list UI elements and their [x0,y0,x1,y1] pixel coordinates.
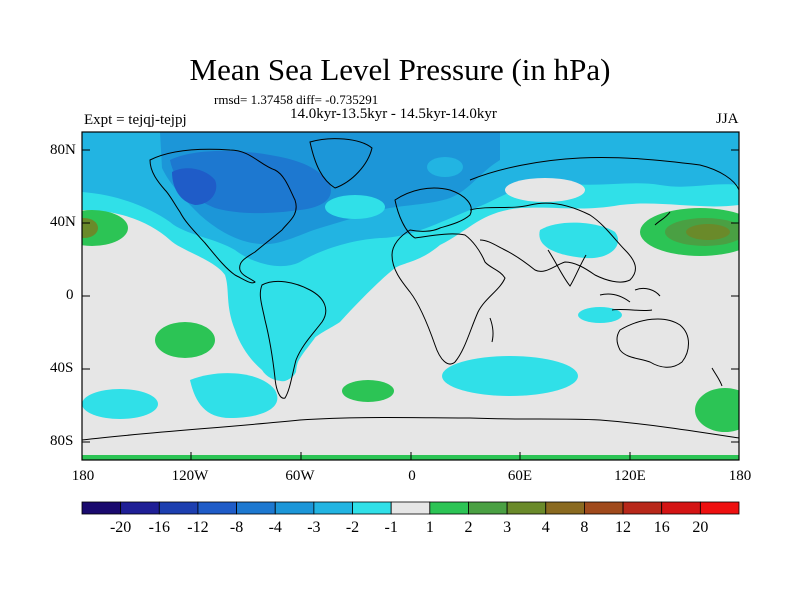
indian-ocean-cyan-patch [578,307,622,323]
colorbar-label: -16 [148,519,170,536]
south-pacific-cyan [190,373,278,418]
asia-neutral-bubble [505,178,585,202]
colorbar [81,501,740,515]
atlantic-cyan-bubble [325,195,385,219]
colorbar-box [352,501,392,515]
coastlines [82,138,739,441]
lat-label-80s: 80S [50,433,74,449]
colorbar-box [313,501,353,515]
period-line: 14.0kyr-13.5kyr - 14.5kyr-14.0kyr [290,106,497,122]
south-atlantic-green [342,380,394,402]
lon-label-60e: 60E [507,468,533,484]
colorbar-box [274,501,315,515]
colorbar-box [584,501,624,515]
lat-label-0: 0 [66,287,74,303]
ne-pacific-green-high [82,210,128,246]
colorbar-label: 16 [653,519,670,536]
colorbar-label: -20 [109,519,132,536]
colorbar-box [506,501,547,515]
lon-label-180e: 180 [728,468,752,484]
colorbar-box [197,501,237,515]
southeast-green [695,388,739,432]
stats-line: rmsd= 1.37458 diff= -0.735291 [214,92,379,107]
southwest-cyan [82,389,158,419]
colorbar-label: 20 [692,519,709,536]
colorbar-label: -4 [268,519,282,536]
colorbar-label: 12 [615,519,632,536]
colorbar-box [81,501,122,515]
colorbar-label: -12 [187,519,209,536]
colorbar-label: -3 [307,519,321,536]
colorbar-box [661,501,701,515]
colorbar-box [236,501,276,515]
south-indian-cyan [442,356,578,396]
colorbar-label: -8 [229,519,244,536]
season-label: JJA [716,111,739,127]
colorbar-box [429,501,469,515]
colorbar-box [468,501,508,515]
south-america-cyan [270,289,322,382]
lon-label-120w: 120W [171,468,209,484]
lon-label-0: 0 [408,468,416,484]
colorbar-box [622,501,663,515]
map-panel [82,132,739,460]
asia-cyan-blob [539,222,619,259]
nw-pacific-olive-core [686,224,730,240]
colorbar-box [390,501,431,515]
colorbar-label: 4 [541,519,550,536]
lat-label-40n: 40N [50,214,76,230]
north-darkblue-core [172,168,217,205]
colorbar-box [545,501,585,515]
plot-title: Mean Sea Level Pressure (in hPa) [189,52,611,87]
colorbar-label: 8 [580,519,589,536]
south-pacific-green [155,322,215,358]
lon-label-120e: 120E [614,468,646,484]
lon-label-180w: 180 [71,468,95,484]
colorbar-label: 3 [503,519,512,536]
lat-label-80n: 80N [50,142,76,158]
lat-label-40s: 40S [50,360,74,376]
colorbar-box [699,501,740,515]
colorbar-label: -1 [384,519,398,536]
colorbar-box [158,501,199,515]
experiment-label: Expt = tejqj-tejpj [84,112,187,128]
colorbar-label: -2 [345,519,360,536]
colorbar-label: 2 [464,519,473,536]
ne-pacific-olive-core [82,218,98,238]
colorbar-box [120,501,160,515]
axis-ticks [82,149,739,460]
lon-label-60w: 60W [285,468,315,484]
europe-blue-patch [427,157,463,177]
colorbar-label: 1 [425,519,434,536]
